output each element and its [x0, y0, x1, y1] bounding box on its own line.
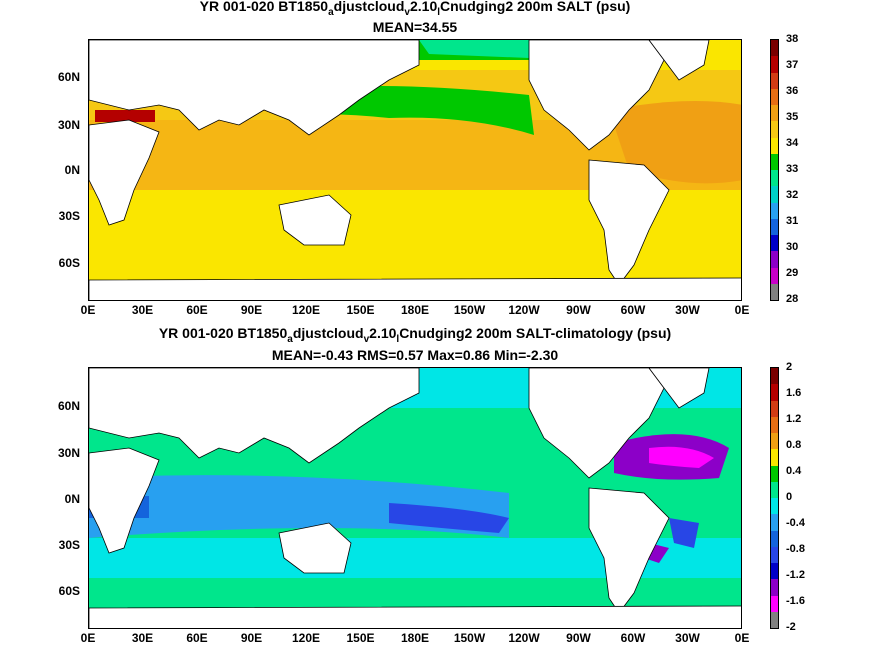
top-ytick-60n: 60N [57, 70, 80, 84]
top-colorbar-swatch [771, 235, 778, 252]
bottom-ytick-30s: 30S [58, 538, 80, 552]
top-colorbar-swatch [771, 153, 778, 170]
bottom-ytick-60s: 60S [58, 584, 80, 598]
top-xtick: 120E [291, 303, 321, 317]
top-colorbar-label: 34 [786, 137, 799, 149]
top-xtick: 30E [131, 303, 154, 317]
top-ytick-60s: 60S [58, 256, 80, 270]
top-xtick: 90E [240, 303, 263, 317]
top-colorbar-swatch [771, 88, 778, 105]
bottom-map-subtitle: MEAN=-0.43 RMS=0.57 Max=0.86 Min=-2.30 [271, 347, 559, 363]
top-ytick-30n: 30N [57, 118, 80, 132]
bottom-colorbar-label: -2 [786, 621, 796, 633]
bottom-ytick-30n: 30N [57, 446, 80, 460]
bottom-colorbar-swatch [771, 449, 778, 466]
bottom-colorbar-swatch [771, 481, 778, 498]
bottom-xtick: 150W [453, 631, 486, 645]
bottom-colorbar-label: 0.8 [786, 439, 802, 451]
bottom-xtick: 30E [131, 631, 154, 645]
bottom-salinity-anomaly-map [88, 367, 742, 629]
bottom-colorbar-swatch [771, 465, 778, 482]
top-colorbar-swatch [771, 121, 778, 138]
bottom-colorbar-swatch [771, 368, 778, 385]
top-colorbar-label: 35 [786, 111, 799, 123]
top-xtick: 150W [453, 303, 486, 317]
bottom-colorbar-label: -0.4 [786, 517, 805, 529]
bottom-xtick: 90E [240, 631, 263, 645]
top-colorbar-swatch [771, 170, 778, 187]
top-map-title: YR 001-020 BT1850adjustcloudv2.10lCnudgi… [199, 0, 631, 18]
top-colorbar-label: 30 [786, 241, 799, 253]
bottom-colorbar-label: -1.2 [786, 569, 805, 581]
bottom-xtick: 30W [675, 631, 700, 645]
bottom-xtick: 90W [566, 631, 591, 645]
top-xtick: 180E [400, 303, 430, 317]
bottom-colorbar-label: 0 [786, 491, 793, 503]
bottom-xtick: 180E [400, 631, 430, 645]
bottom-xtick: 150E [346, 631, 375, 645]
bottom-colorbar-swatch [771, 433, 778, 450]
top-colorbar-label: 28 [786, 293, 799, 305]
top-colorbar-label: 31 [786, 215, 799, 227]
bottom-xtick: 60E [186, 631, 208, 645]
top-colorbar-swatch [771, 267, 778, 284]
bottom-colorbar-label: 2 [786, 361, 793, 373]
bottom-colorbar-swatch [771, 546, 778, 563]
top-salinity-map [88, 39, 742, 301]
top-xtick: 60E [186, 303, 208, 317]
bottom-map-title: YR 001-020 BT1850adjustcloudv2.10lCnudgi… [158, 325, 672, 345]
top-map-subtitle: MEAN=34.55 [372, 19, 458, 35]
bottom-colorbar-label: -1.6 [786, 595, 805, 607]
top-colorbar-label: 32 [786, 189, 799, 201]
bottom-colorbar-swatch [771, 416, 778, 433]
bottom-colorbar-swatch [771, 595, 778, 612]
bottom-colorbar-swatch [771, 611, 778, 628]
top-xtick: 90W [566, 303, 591, 317]
top-colorbar-swatch [771, 186, 778, 203]
bottom-xtick: 120E [291, 631, 321, 645]
top-ytick-30s: 30S [58, 209, 80, 223]
bottom-colorbar-label: 1.6 [786, 387, 802, 399]
bottom-ytick-0n: 0N [64, 492, 80, 506]
top-colorbar-swatch [771, 56, 778, 73]
top-colorbar-swatch [771, 202, 778, 219]
top-colorbar-label: 37 [786, 59, 799, 71]
top-xtick: 60W [620, 303, 646, 317]
top-colorbar-swatch [771, 72, 778, 89]
top-xtick: 150E [346, 303, 375, 317]
bottom-colorbar [770, 367, 779, 629]
bottom-colorbar-swatch [771, 400, 778, 417]
top-colorbar-label: 36 [786, 85, 799, 97]
bottom-colorbar-swatch [771, 384, 778, 401]
top-xtick: 120W [508, 303, 540, 317]
bottom-colorbar-label: 0.4 [786, 465, 802, 477]
bottom-xtick: 0E [80, 631, 96, 645]
top-colorbar-swatch [771, 218, 778, 235]
top-colorbar-label: 29 [786, 267, 799, 279]
top-colorbar-label: 33 [786, 163, 799, 175]
top-colorbar-swatch [771, 105, 778, 122]
bottom-xtick: 0E [734, 631, 750, 645]
bottom-colorbar-label: -0.8 [786, 543, 805, 555]
bottom-colorbar-label: 1.2 [786, 413, 802, 425]
top-xtick: 0E [734, 303, 750, 317]
bottom-ytick-60n: 60N [57, 399, 80, 413]
top-colorbar-swatch [771, 283, 778, 300]
top-xtick: 0E [80, 303, 96, 317]
bottom-colorbar-swatch [771, 579, 778, 596]
top-xtick: 30W [675, 303, 700, 317]
top-colorbar-swatch [771, 251, 778, 268]
bottom-xtick: 60W [620, 631, 646, 645]
top-ytick-0n: 0N [64, 163, 80, 177]
bottom-colorbar-swatch [771, 530, 778, 547]
top-colorbar [770, 39, 779, 301]
top-colorbar-label: 38 [786, 33, 799, 45]
bottom-colorbar-swatch [771, 498, 778, 515]
bottom-xtick: 120W [508, 631, 540, 645]
bottom-colorbar-swatch [771, 563, 778, 580]
top-colorbar-swatch [771, 40, 778, 57]
bottom-colorbar-swatch [771, 514, 778, 531]
top-colorbar-swatch [771, 137, 778, 154]
